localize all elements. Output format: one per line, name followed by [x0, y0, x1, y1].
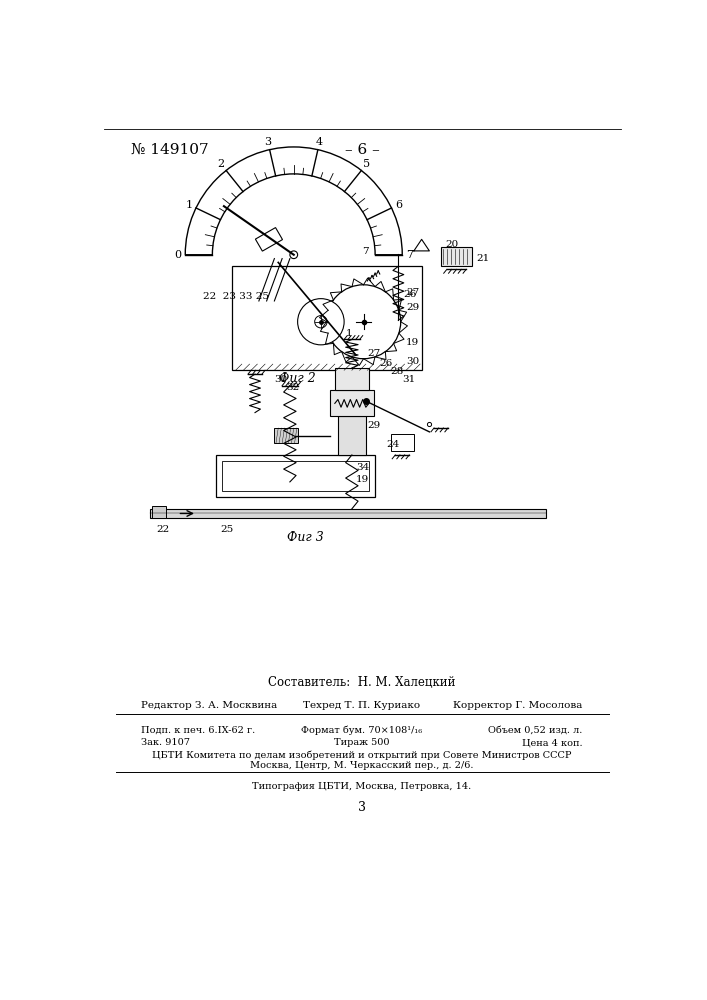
Text: 27: 27 — [406, 288, 419, 297]
Text: Фиг 2: Фиг 2 — [279, 372, 316, 385]
Text: ЦБТИ Комитета по делам изобретений и открытий при Совете Министров СССР: ЦБТИ Комитета по делам изобретений и отк… — [152, 751, 572, 760]
Text: 30: 30 — [274, 375, 288, 384]
Circle shape — [315, 316, 327, 328]
Text: Объем 0,52 изд. л.: Объем 0,52 изд. л. — [489, 726, 583, 735]
Bar — [232, 266, 421, 370]
Bar — [152, 506, 166, 518]
Bar — [151, 509, 546, 518]
Text: 28: 28 — [391, 367, 404, 376]
Text: 24: 24 — [387, 440, 400, 449]
Text: 7: 7 — [407, 250, 414, 260]
Bar — [216, 455, 375, 497]
Text: Корректор Г. Мосолова: Корректор Г. Мосолова — [453, 701, 583, 710]
Circle shape — [327, 285, 401, 359]
Bar — [223, 461, 369, 491]
Text: 5: 5 — [363, 159, 370, 169]
Text: 27: 27 — [368, 349, 380, 358]
Text: 4: 4 — [316, 137, 323, 147]
Text: Типография ЦБТИ, Москва, Петровка, 14.: Типография ЦБТИ, Москва, Петровка, 14. — [252, 782, 472, 791]
Text: Составитель:  Н. М. Халецкий: Составитель: Н. М. Халецкий — [268, 676, 456, 689]
Text: 3: 3 — [264, 137, 271, 147]
Bar — [391, 434, 414, 451]
Text: № 149107: № 149107 — [131, 143, 209, 157]
Bar — [335, 368, 369, 389]
Text: 34: 34 — [356, 463, 369, 472]
Text: 31: 31 — [402, 375, 416, 384]
Text: 2: 2 — [218, 159, 225, 169]
Text: – 6 –: – 6 – — [344, 143, 380, 157]
Bar — [338, 416, 366, 455]
Text: 0: 0 — [174, 250, 181, 260]
Circle shape — [290, 251, 298, 259]
Bar — [330, 389, 373, 416]
Wedge shape — [185, 147, 402, 255]
Text: 19: 19 — [406, 338, 419, 347]
Text: 3: 3 — [358, 801, 366, 814]
Text: 1: 1 — [346, 329, 353, 338]
Text: Цена 4 коп.: Цена 4 коп. — [522, 738, 583, 747]
Bar — [255, 228, 283, 251]
Text: 29: 29 — [368, 421, 380, 430]
Text: 19: 19 — [356, 475, 369, 484]
Text: 21: 21 — [476, 254, 489, 263]
Text: 7: 7 — [363, 247, 369, 256]
Text: 32: 32 — [286, 382, 299, 391]
Text: Формат бум. 70×108¹/₁₆: Формат бум. 70×108¹/₁₆ — [301, 726, 423, 735]
Text: Редактор З. А. Москвина: Редактор З. А. Москвина — [141, 701, 277, 710]
Text: 22: 22 — [156, 525, 170, 534]
Text: 22  23 33 25: 22 23 33 25 — [203, 292, 269, 301]
Text: 25: 25 — [220, 525, 233, 534]
Text: 26: 26 — [379, 359, 392, 368]
Text: 6: 6 — [395, 200, 402, 210]
Text: 1: 1 — [185, 200, 192, 210]
Text: 29: 29 — [406, 303, 419, 312]
Circle shape — [298, 299, 344, 345]
Text: Москва, Центр, М. Черкасский пер., д. 2/6.: Москва, Центр, М. Черкасский пер., д. 2/… — [250, 761, 474, 770]
Text: 26: 26 — [404, 290, 417, 299]
Text: Техред Т. П. Куриако: Техред Т. П. Куриако — [303, 701, 421, 710]
Text: Зак. 9107: Зак. 9107 — [141, 738, 190, 747]
Text: 20: 20 — [445, 240, 458, 249]
Text: Фиг 3: Фиг 3 — [287, 531, 324, 544]
Text: Тираж 500: Тираж 500 — [334, 738, 390, 747]
Bar — [274, 428, 298, 443]
Bar — [441, 247, 472, 266]
Text: 30: 30 — [406, 357, 419, 366]
Text: Подп. к печ. 6.IX-62 г.: Подп. к печ. 6.IX-62 г. — [141, 726, 255, 735]
